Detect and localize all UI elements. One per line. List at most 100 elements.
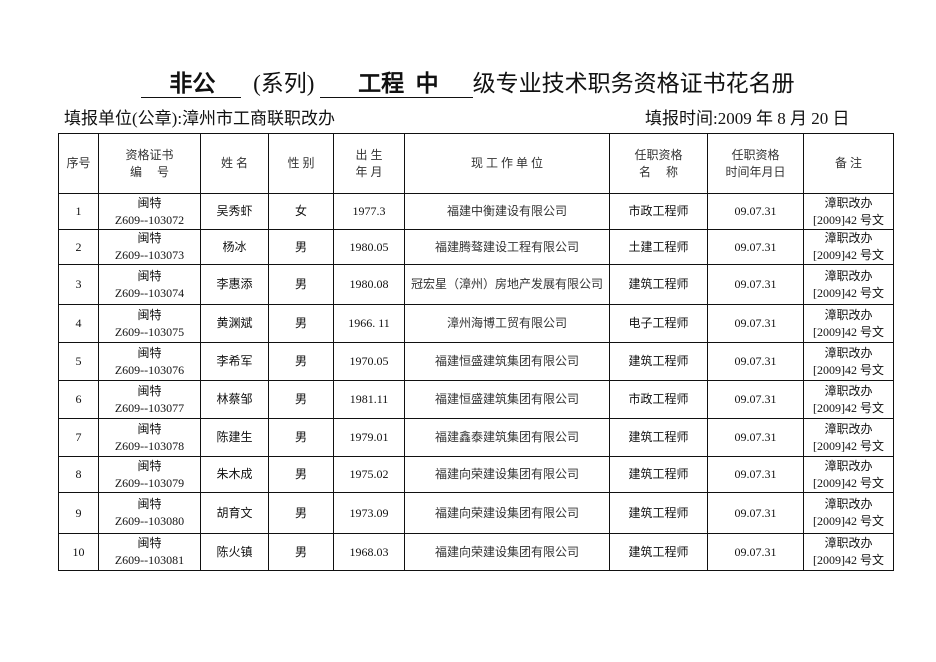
column-header-line1: 出 生 bbox=[355, 147, 383, 162]
certificate-number-cell: 闽特 Z609--103077 bbox=[98, 380, 201, 419]
title-series-label: (系列) bbox=[253, 71, 315, 96]
certificate-number: 闽特 bbox=[137, 458, 162, 473]
row-number-cell: 6 bbox=[58, 380, 99, 419]
certificate-number: 闽特 bbox=[137, 497, 162, 511]
birth-date-cell: 1980.05 bbox=[333, 229, 405, 265]
table-row: 1 闽特 Z609--103072 吴秀虾 女 1977.3 福建中衡建设有限公司 市政工程师… bbox=[58, 193, 894, 230]
qualification-date: 09.07.31 bbox=[734, 354, 777, 368]
birth-date: 1981.11 bbox=[349, 392, 389, 406]
work-unit-cell: 漳州海博工贸有限公司 bbox=[404, 304, 610, 343]
birth-date: 1968.03 bbox=[349, 544, 389, 559]
work-unit: 福建向荣建设集团有限公司 bbox=[434, 505, 579, 520]
birth-date: 1977.3 bbox=[352, 204, 386, 218]
certificate-number: Z609--103078 bbox=[114, 438, 185, 453]
gender: 男 bbox=[294, 544, 307, 559]
gender-cell: 男 bbox=[268, 380, 334, 419]
work-unit: 福建向荣建设集团有限公司 bbox=[434, 467, 579, 481]
remark-cell: 漳职改办 [2009]42 号文 bbox=[803, 193, 894, 230]
column-header-line2: 名 称 bbox=[638, 164, 678, 179]
person-name: 林蔡邹 bbox=[216, 392, 253, 406]
certificate-number: 闽特 bbox=[137, 231, 162, 245]
reporting-unit: 填报单位(公章):漳州市工商联职改办 bbox=[64, 104, 335, 129]
person-name-cell: 林蔡邹 bbox=[200, 380, 269, 419]
certificate-number-cell: 闽特 Z609--103075 bbox=[98, 304, 201, 343]
person-name: 陈建生 bbox=[216, 430, 253, 444]
gender-cell: 男 bbox=[268, 264, 334, 305]
row-number: 10 bbox=[72, 544, 85, 559]
title-suffix: 级专业技术职务资格证书花名册 bbox=[472, 71, 795, 96]
row-number-cell: 4 bbox=[58, 304, 99, 343]
certificate-number-cell: 闽特 Z609--103074 bbox=[98, 264, 201, 305]
row-number-cell: 2 bbox=[58, 229, 99, 265]
certificate-number: Z609--103074 bbox=[114, 285, 185, 300]
remark: [2009]42 号文 bbox=[813, 475, 884, 490]
birth-date-cell: 1980.08 bbox=[333, 264, 405, 305]
row-number: 4 bbox=[75, 316, 82, 330]
birth-date: 1975.02 bbox=[349, 467, 389, 481]
certificate-number: Z609--103076 bbox=[114, 362, 185, 377]
person-name: 胡育文 bbox=[216, 505, 253, 520]
column-header-line1: 备 注 bbox=[834, 156, 862, 170]
birth-date-cell: 1968.03 bbox=[333, 533, 405, 571]
qualification-title-cell: 建筑工程师 bbox=[609, 492, 708, 534]
qualification-date: 09.07.31 bbox=[734, 239, 777, 254]
row-number: 2 bbox=[75, 239, 82, 254]
work-unit: 福建中衡建设有限公司 bbox=[446, 204, 567, 218]
remark: 漳职改办 bbox=[824, 195, 873, 210]
column-header: 姓 名 bbox=[200, 133, 269, 194]
remark-cell: 漳职改办 [2009]42 号文 bbox=[803, 456, 894, 493]
person-name-cell: 李希军 bbox=[200, 342, 269, 381]
work-unit-cell: 福建向荣建设集团有限公司 bbox=[404, 456, 610, 493]
remark-cell: 漳职改办 [2009]42 号文 bbox=[803, 418, 894, 457]
work-unit: 福建恒盛建筑集团有限公司 bbox=[434, 354, 579, 368]
qualification-title: 建筑工程师 bbox=[628, 544, 689, 559]
gender-cell: 男 bbox=[268, 229, 334, 265]
remark: [2009]42 号文 bbox=[813, 362, 884, 377]
birth-date: 1970.05 bbox=[349, 354, 389, 368]
qualification-date-cell: 09.07.31 bbox=[707, 342, 804, 381]
person-name: 李惠添 bbox=[216, 277, 253, 291]
birth-date-cell: 1966. 11 bbox=[333, 304, 405, 343]
certificate-number: 闽特 bbox=[137, 345, 162, 360]
remark: [2009]42 号文 bbox=[813, 324, 884, 339]
certificate-number: Z609--103075 bbox=[114, 324, 185, 339]
work-unit-cell: 福建向荣建设集团有限公司 bbox=[404, 533, 610, 571]
certificate-number-cell: 闽特 Z609--103073 bbox=[98, 229, 201, 265]
row-number-cell: 9 bbox=[58, 492, 99, 534]
column-header: 序号 bbox=[58, 133, 99, 194]
qualification-date: 09.07.31 bbox=[734, 316, 777, 330]
column-header: 性 别 bbox=[268, 133, 334, 194]
row-number-cell: 10 bbox=[58, 533, 99, 571]
birth-date-cell: 1979.01 bbox=[333, 418, 405, 457]
qualification-title-cell: 建筑工程师 bbox=[609, 418, 708, 457]
reporting-date-label: 填报时间: bbox=[645, 109, 718, 128]
birth-date: 1966. 11 bbox=[348, 316, 390, 330]
column-header-line1: 序号 bbox=[66, 156, 91, 170]
certificate-number-cell: 闽特 Z609--103080 bbox=[98, 492, 201, 534]
title-series: 非公 bbox=[141, 71, 242, 98]
person-name-cell: 李惠添 bbox=[200, 264, 269, 305]
remark: 漳职改办 bbox=[824, 497, 873, 511]
reporting-date: 填报时间:2009 年 8 月 20 日 bbox=[645, 104, 849, 129]
qualification-title-cell: 建筑工程师 bbox=[609, 456, 708, 493]
remark-cell: 漳职改办 [2009]42 号文 bbox=[803, 533, 894, 571]
birth-date-cell: 1981.11 bbox=[333, 380, 405, 419]
work-unit-cell: 福建向荣建设集团有限公司 bbox=[404, 492, 610, 534]
title-field-text: 工程 bbox=[358, 71, 405, 96]
remark: 漳职改办 bbox=[824, 536, 873, 550]
qualification-date-cell: 09.07.31 bbox=[707, 193, 804, 230]
person-name-cell: 陈建生 bbox=[200, 418, 269, 457]
qualification-date-cell: 09.07.31 bbox=[707, 304, 804, 343]
gender-cell: 女 bbox=[268, 193, 334, 230]
column-header-line1: 现 工 作 单 位 bbox=[470, 156, 543, 170]
person-name-cell: 吴秀虾 bbox=[200, 193, 269, 230]
qualification-title: 建筑工程师 bbox=[628, 505, 689, 520]
person-name-cell: 朱木成 bbox=[200, 456, 269, 493]
row-number: 3 bbox=[75, 277, 82, 291]
qualification-title-cell: 市政工程师 bbox=[609, 193, 708, 230]
certificate-number-cell: 闽特 Z609--103081 bbox=[98, 533, 201, 571]
work-unit-cell: 福建恒盛建筑集团有限公司 bbox=[404, 342, 610, 381]
gender-cell: 男 bbox=[268, 342, 334, 381]
table-row: 4 闽特 Z609--103075 黄渊斌 男 1966. 11 漳州海博工贸有限公司 电子工… bbox=[58, 304, 894, 343]
row-number: 6 bbox=[75, 392, 82, 406]
